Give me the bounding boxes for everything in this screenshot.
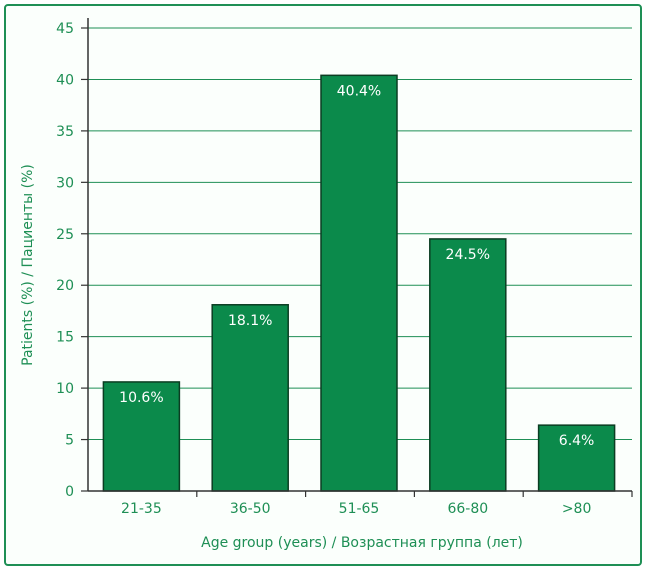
x-tick-label: >80 (562, 501, 592, 517)
y-tick-label: 10 (56, 381, 74, 397)
y-tick-labels: 0 5 10 15 20 25 30 35 40 45 (56, 21, 74, 500)
x-tick-label: 66-80 (447, 501, 488, 517)
x-tick-label: 51-65 (339, 501, 380, 517)
bar-value-label: 10.6% (119, 390, 163, 406)
bar (211, 304, 289, 492)
x-tick-labels: 21-35 36-50 51-65 66-80 >80 (121, 501, 591, 517)
bars (102, 74, 616, 492)
x-tick-label: 36-50 (230, 501, 271, 517)
y-tick-label: 25 (56, 227, 74, 243)
y-tick-label: 40 (56, 72, 74, 88)
y-tick-label: 15 (56, 330, 74, 346)
bar-value-labels: 10.6% 18.1% 40.4% 24.5% 6.4% (119, 83, 594, 449)
bar-value-label: 24.5% (446, 247, 490, 263)
axes (81, 18, 633, 497)
y-tick-label: 35 (56, 124, 74, 140)
y-tick-label: 45 (56, 21, 74, 37)
y-tick-label: 0 (65, 484, 74, 500)
bar-value-label: 6.4% (559, 433, 595, 449)
bar (320, 74, 398, 492)
y-tick-label: 20 (56, 278, 74, 294)
y-tick-label: 5 (65, 433, 74, 449)
bar-value-label: 40.4% (337, 83, 381, 99)
bar-value-label: 18.1% (228, 313, 272, 329)
y-tick-label: 30 (56, 175, 74, 191)
x-tick-label: 21-35 (121, 501, 162, 517)
x-axis-title: Age group (years) / Возрастная группа (л… (201, 535, 523, 551)
bar (429, 238, 507, 492)
y-axis-title: Patients (%) / Пациенты (%) (20, 164, 36, 366)
